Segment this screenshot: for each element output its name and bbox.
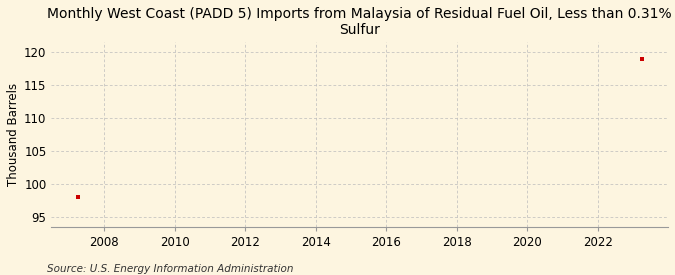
Title: Monthly West Coast (PADD 5) Imports from Malaysia of Residual Fuel Oil, Less tha: Monthly West Coast (PADD 5) Imports from… bbox=[47, 7, 672, 37]
Text: Source: U.S. Energy Information Administration: Source: U.S. Energy Information Administ… bbox=[47, 264, 294, 274]
Y-axis label: Thousand Barrels: Thousand Barrels bbox=[7, 83, 20, 186]
